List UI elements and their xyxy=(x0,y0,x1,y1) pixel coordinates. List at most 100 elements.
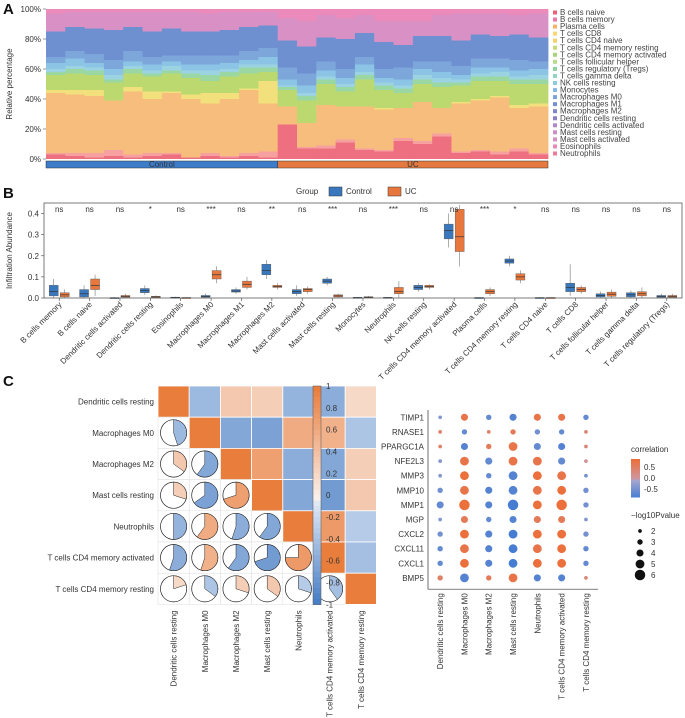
stack-segment xyxy=(374,151,394,159)
stack-segment xyxy=(393,93,414,108)
stack-segment xyxy=(239,156,259,159)
stack-segment xyxy=(200,103,221,153)
dot xyxy=(485,486,493,494)
colorbar-segment xyxy=(313,566,321,573)
stack-segment xyxy=(123,9,143,12)
stack-segment xyxy=(393,141,414,159)
stack-segment xyxy=(470,67,491,74)
dot xyxy=(438,444,442,449)
stack-segment xyxy=(123,91,143,155)
legend-size-dot xyxy=(634,569,646,581)
stack-segment xyxy=(297,147,317,149)
stack-segment xyxy=(393,67,414,80)
dot xyxy=(508,471,518,481)
stack-segment xyxy=(181,78,201,95)
dot xyxy=(460,456,469,466)
dot xyxy=(438,430,442,434)
stack-segment xyxy=(181,70,201,74)
pie-slice xyxy=(298,575,312,594)
legend-swatch xyxy=(553,66,557,71)
stack-segment xyxy=(181,94,201,99)
dot xyxy=(460,558,469,568)
colorbar-segment xyxy=(313,391,321,398)
gene-label: RNASE1 xyxy=(392,428,425,437)
significance-label: ns xyxy=(55,205,63,214)
stack-segment xyxy=(219,63,240,69)
stack-segment xyxy=(354,9,375,15)
stack-segment xyxy=(451,40,472,66)
stack-segment xyxy=(432,36,452,62)
stack-segment xyxy=(200,156,221,159)
dot xyxy=(509,515,517,524)
significance-label: ns xyxy=(359,205,367,214)
stack-segment xyxy=(316,61,337,71)
stack-segment xyxy=(123,154,143,158)
pie-slice xyxy=(231,513,250,540)
stack-segment xyxy=(277,85,298,87)
stack-segment xyxy=(65,66,86,69)
stack-segment xyxy=(509,151,530,159)
panel-letter-b: B xyxy=(3,185,14,202)
stack-segment xyxy=(258,151,279,158)
heatmap-cell xyxy=(251,479,284,512)
legend-label: Macrophages M0 xyxy=(560,93,622,102)
stack-segment xyxy=(374,69,394,78)
colorbar-tick-label: -0.6 xyxy=(326,557,340,566)
stack-segment xyxy=(470,34,491,59)
pie-slice xyxy=(173,419,187,446)
box-iqr xyxy=(454,209,465,252)
stack-segment xyxy=(258,72,279,81)
stack-segment xyxy=(374,108,394,110)
legend-correlation-tick: 0.5 xyxy=(644,463,656,472)
legend-gradient-segment xyxy=(631,471,640,474)
stack-segment xyxy=(297,85,317,93)
stack-segment xyxy=(258,64,279,68)
legend-gradient-segment xyxy=(631,495,640,498)
stack-segment xyxy=(65,153,86,156)
legend-swatch xyxy=(553,17,557,22)
cell-label: Mast cells resting xyxy=(509,593,518,655)
significance-label: *** xyxy=(480,205,489,214)
stack-segment xyxy=(451,85,472,102)
legend-swatch xyxy=(553,130,557,135)
stack-segment xyxy=(219,12,240,30)
plot-frame xyxy=(43,202,683,299)
stack-segment xyxy=(412,102,433,141)
stack-segment xyxy=(509,15,530,35)
dot xyxy=(437,546,443,552)
stack-segment xyxy=(335,139,356,143)
legend-swatch xyxy=(553,151,557,156)
stack-segment xyxy=(412,144,433,159)
stack-segment xyxy=(432,15,452,36)
legend-gradient-segment xyxy=(631,487,640,490)
stack-segment xyxy=(65,58,86,66)
pie-slice xyxy=(196,513,219,540)
colorbar-tick-label: 0.6 xyxy=(326,426,338,435)
stack-segment xyxy=(200,70,221,75)
pie-slice xyxy=(235,575,250,594)
colorbar-tick-label: -0.8 xyxy=(326,579,340,588)
legend-gradient-segment xyxy=(631,463,640,466)
gene-label: MMP3 xyxy=(401,472,425,481)
legend-label: T cells regulatory (Tregs) xyxy=(560,64,649,73)
stack-segment xyxy=(65,27,86,51)
gene-label: CXCL11 xyxy=(394,545,424,554)
gene-label: MMP10 xyxy=(396,486,424,495)
col-label: Macrophages M0 xyxy=(201,610,210,672)
legend-label: T cells CD8 xyxy=(560,29,602,38)
legend-swatch xyxy=(553,38,557,43)
stack-segment xyxy=(393,85,414,89)
colorbar-segment xyxy=(313,555,321,562)
stack-segment xyxy=(46,63,66,69)
stack-segment xyxy=(103,75,124,80)
stack-segment xyxy=(528,69,549,75)
heatmap-cell xyxy=(344,447,377,480)
stack-segment xyxy=(161,153,182,155)
stack-segment xyxy=(103,100,124,150)
stack-segment xyxy=(142,76,163,92)
dot xyxy=(459,499,470,511)
colorbar-segment xyxy=(313,456,321,463)
dot xyxy=(558,457,566,465)
legend-swatch xyxy=(553,95,557,100)
dot xyxy=(460,442,469,451)
